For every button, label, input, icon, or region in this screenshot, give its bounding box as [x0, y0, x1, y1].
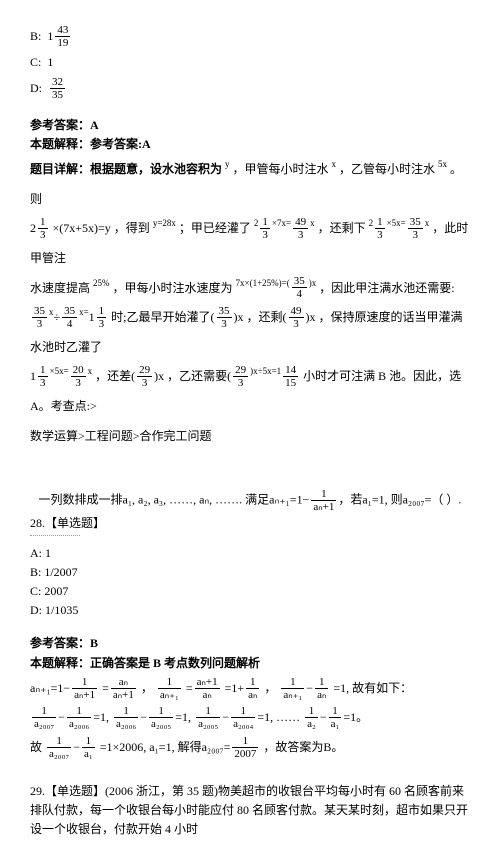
exp-text: 题目详解：根据题意，设水池容积为: [30, 162, 222, 176]
choice-d: D: 32 35: [30, 76, 470, 101]
answer-label-27: 参考答案：A: [30, 116, 470, 135]
choice-b-frac: 43 19: [55, 24, 70, 49]
var-5x: 5x: [438, 159, 447, 169]
var-y: y: [225, 159, 230, 169]
choice-d-label: D:: [30, 79, 42, 98]
divider: [30, 535, 80, 536]
choice-d-frac: 32 35: [50, 76, 65, 101]
explanation-28: aₙ₊₁=1−1aₙ+1 =aₙaₙ+1 ， 1aₙ₊₁ =aₙ+1aₙ =1+…: [30, 673, 470, 762]
explain-title-28: 本题解释：正确答案是 B 考点数列问题解析: [30, 654, 470, 673]
var-x: x: [332, 159, 337, 169]
choice-b: B: 1 43 19: [30, 24, 470, 49]
answer-label-28: 参考答案：B: [30, 634, 470, 653]
q28-choice-b: B: 1/2007: [30, 563, 470, 582]
explain-title-27: 本题解释：参考答案:A: [30, 135, 470, 154]
choice-b-whole: 1: [47, 27, 53, 46]
choice-c: C: 1: [30, 53, 470, 72]
q28-choice-c: C: 2007: [30, 582, 470, 601]
q28-choice-d: D: 1/1035: [30, 601, 470, 620]
choice-c-label: C:: [30, 53, 41, 72]
q28-number: 28.【单选题】: [30, 514, 470, 533]
explanation-27: 题目详解：根据题意，设水池容积为 y ，甲管每小时注水 x ，乙管每小时注水 5…: [30, 154, 470, 450]
q29-text: 29.【单选题】(2006 浙江，第 35 题)物美超市的收银台平均每小时有 6…: [30, 782, 470, 840]
choice-c-val: 1: [47, 53, 53, 72]
q28-stem: 一列数排成一排a₁, a₂, a₃, ……, aₙ, ……. 满足aₙ₊₁=1−…: [30, 488, 470, 513]
q28-choice-a: A: 1: [30, 544, 470, 563]
choice-b-label: B:: [30, 27, 41, 46]
